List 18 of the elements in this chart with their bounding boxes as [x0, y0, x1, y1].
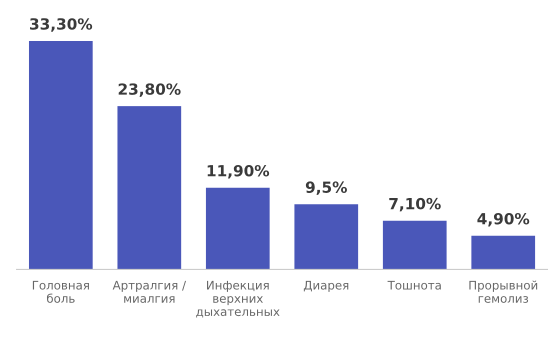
x-tick-label: Артралгия / миалгия — [112, 280, 186, 303]
x-tick-label: Головная боль — [32, 280, 89, 303]
data-label: 7,10% — [389, 198, 441, 212]
data-label: 9,5% — [306, 181, 347, 195]
bar — [471, 236, 536, 270]
bar — [117, 106, 182, 270]
x-tick-label: Диарея — [304, 280, 348, 292]
bar — [28, 41, 93, 270]
x-tick-label: Тошнота — [388, 280, 441, 290]
data-label: 4,90% — [477, 212, 530, 226]
data-label: 33,30% — [30, 18, 92, 32]
x-tick-label: Инфекция верхних дыхательных — [196, 280, 280, 318]
data-label: 11,90% — [208, 164, 270, 178]
data-label: 23,80% — [118, 83, 181, 97]
bar — [206, 188, 270, 270]
bar — [382, 220, 447, 270]
bar — [294, 204, 358, 270]
x-tick-label: Прорывной гемолиз — [469, 280, 538, 303]
